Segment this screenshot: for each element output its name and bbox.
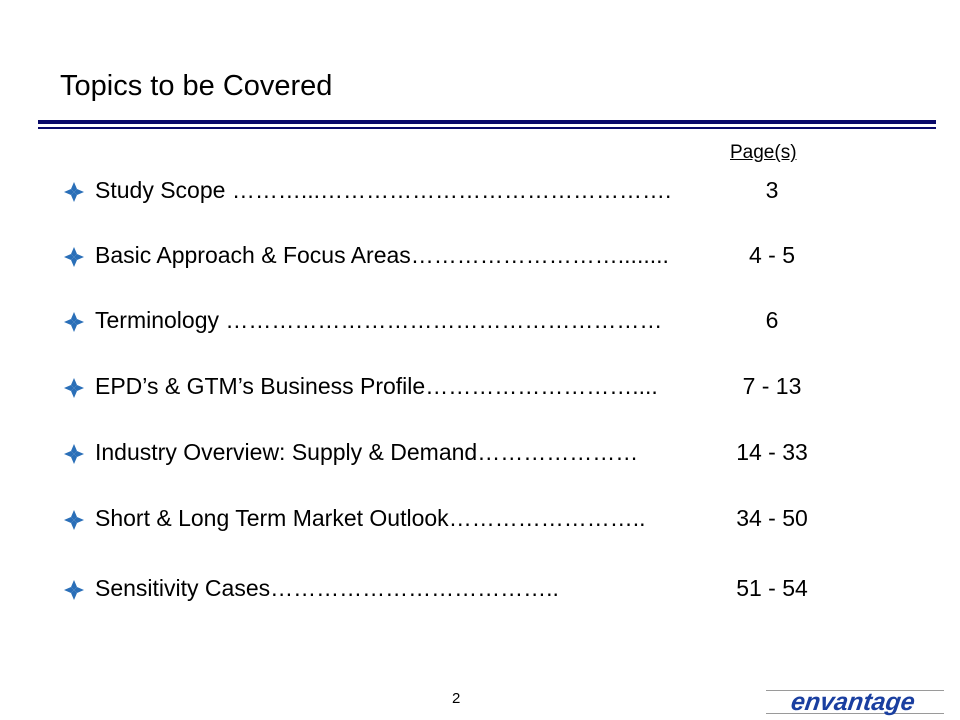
topic-row: Study Scope ………...………………………………………. 3: [62, 177, 902, 207]
topic-label: Basic Approach & Focus Areas: [95, 242, 411, 268]
leader-dots: …………………………………………………: [225, 307, 663, 333]
leader-dots: ………………………………..: [270, 575, 559, 601]
topic-page-range: 34 - 50: [736, 505, 808, 531]
title-rule-thin: [38, 127, 936, 129]
diamond-bullet-icon: [64, 378, 84, 398]
diamond-bullet-icon: [64, 444, 84, 464]
topic-row: EPD’s & GTM’s Business Profile……………………….…: [62, 373, 902, 403]
topic-text: EPD’s & GTM’s Business Profile……………………….…: [95, 373, 658, 400]
topic-text: Industry Overview: Supply & Demand…………………: [95, 439, 638, 466]
leader-dots: ………...……………………………………….: [231, 177, 672, 203]
diamond-bullet-icon: [64, 182, 84, 202]
leader-dots: ………………………........: [410, 242, 669, 268]
svg-text:envantage: envantage: [789, 688, 917, 716]
topic-page-range: 51 - 54: [736, 575, 808, 601]
topic-label: Short & Long Term Market Outlook: [95, 505, 449, 531]
topic-label: Terminology: [95, 307, 226, 333]
topic-text: Basic Approach & Focus Areas………………………...…: [95, 242, 669, 269]
topic-label: Industry Overview: Supply & Demand: [95, 439, 478, 465]
topic-text: Study Scope ………...……………………………………….: [95, 177, 671, 204]
topic-row: Industry Overview: Supply & Demand…………………: [62, 439, 902, 469]
topic-text: Terminology …………………………………………………: [95, 307, 662, 334]
diamond-bullet-icon: [64, 247, 84, 267]
diamond-bullet-icon: [64, 312, 84, 332]
topic-page-range: 6: [765, 307, 779, 333]
topic-row: Basic Approach & Focus Areas………………………...…: [62, 242, 902, 272]
envantage-logo: envantage: [766, 688, 944, 716]
pages-column-header: Page(s): [730, 142, 797, 163]
topic-page-range: 7 - 13: [742, 373, 802, 399]
diamond-bullet-icon: [64, 510, 84, 530]
topic-row: Short & Long Term Market Outlook………………………: [62, 505, 902, 535]
topic-page-range: 14 - 33: [736, 439, 808, 465]
title-rule-thick: [38, 120, 936, 124]
leader-dots: …………………: [477, 439, 639, 465]
topic-text: Short & Long Term Market Outlook………………………: [95, 505, 645, 532]
leader-dots: ………………………....: [425, 373, 658, 399]
topic-row: Sensitivity Cases……………………………….. 51 - 54: [62, 575, 902, 605]
topic-text: Sensitivity Cases………………………………..: [95, 575, 559, 602]
topic-label: EPD’s & GTM’s Business Profile: [95, 373, 426, 399]
topic-label: Study Scope: [95, 177, 232, 203]
topic-page-range: 3: [765, 177, 779, 203]
topic-page-range: 4 - 5: [748, 242, 796, 268]
topic-row: Terminology ………………………………………………… 6: [62, 307, 902, 337]
page-title: Topics to be Covered: [60, 70, 333, 102]
topic-label: Sensitivity Cases: [95, 575, 271, 601]
leader-dots: ……………………..: [448, 505, 646, 531]
diamond-bullet-icon: [64, 580, 84, 600]
slide-page-number: 2: [452, 690, 461, 707]
